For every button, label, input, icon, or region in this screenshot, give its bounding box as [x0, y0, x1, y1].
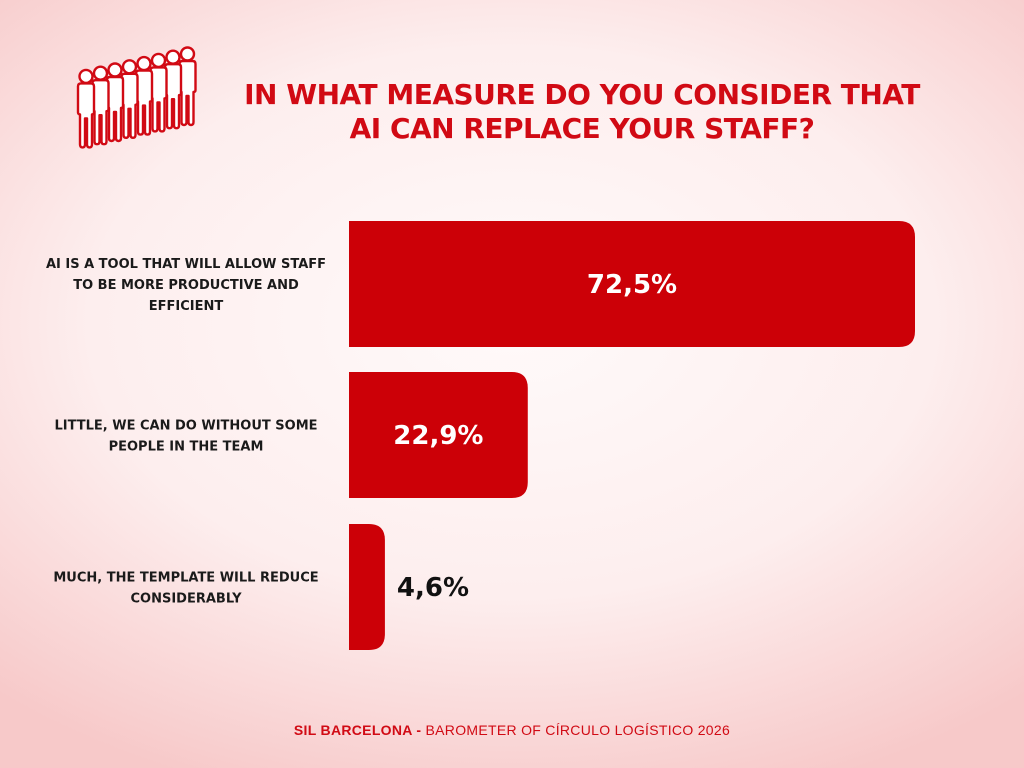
bar-chart: 72,5% AI IS A TOOL THAT WILL ALLOW STAFF T…: [46, 221, 915, 650]
category-label-3: MUCH, THE TEMPLATE WILL REDUCE CONSIDERAB…: [53, 571, 318, 607]
value-label-1: 72,5%: [587, 270, 677, 300]
bar-2: [349, 372, 528, 498]
group-of-people-icon: [76, 46, 197, 149]
footer-brand: SIL BARCELONA -: [293, 722, 422, 738]
chart-title: IN WHAT MEASURE DO YOU CONSIDER THAT AI …: [220, 78, 944, 146]
footer-source: BAROMETER OF CÍRCULO LOGÍSTICO 2026: [421, 722, 731, 738]
category-label-2: LITTLE, WE CAN DO WITHOUT SOME PEOPLE IN …: [54, 419, 317, 455]
footer: SIL BARCELONA - BAROMETER OF CÍRCULO LOG…: [0, 722, 1024, 738]
value-label-3: 4,6%: [397, 573, 469, 603]
chart-title-line-1: IN WHAT MEASURE DO YOU CONSIDER THAT: [244, 78, 920, 111]
bar-1: [349, 221, 915, 347]
category-label-1: AI IS A TOOL THAT WILL ALLOW STAFF TO BE …: [46, 257, 326, 314]
bar-3: [349, 524, 385, 650]
value-label-2: 22,9%: [393, 421, 483, 451]
chart-title-line-2: AI CAN REPLACE YOUR STAFF?: [349, 112, 815, 145]
